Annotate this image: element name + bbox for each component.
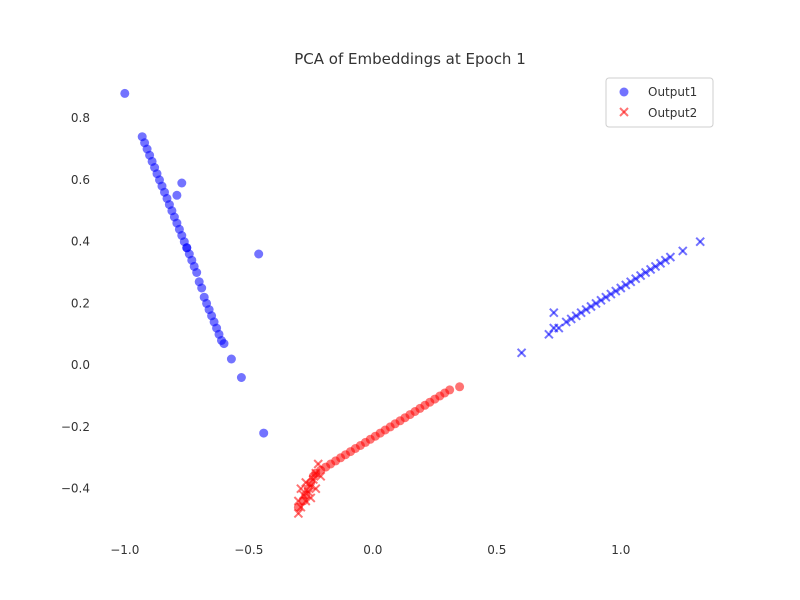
data-point-output1-0-0 — [120, 88, 130, 98]
y-tick-label: 0.4 — [71, 235, 90, 249]
data-point-output2-0-15 — [611, 286, 621, 296]
data-point-output1-0-37 — [182, 243, 192, 253]
data-point-output2-0-6 — [566, 314, 576, 324]
x-tick-label: −1.0 — [110, 543, 139, 557]
data-point-output2-0-23 — [650, 261, 661, 272]
data-point-output2-0-13 — [601, 292, 611, 302]
plot-area — [120, 88, 705, 519]
data-point-output2-0-17 — [621, 280, 631, 290]
data-point-output2-0-3 — [549, 307, 559, 318]
data-point-output2-1-0 — [293, 508, 304, 519]
legend-output1-marker — [619, 87, 629, 97]
y-tick-label: 0.8 — [71, 111, 90, 125]
y-tick-label: −0.2 — [61, 420, 90, 434]
data-point-output2-0-22 — [645, 264, 656, 275]
data-point-output2-1-14 — [315, 471, 326, 482]
data-point-output2-0-24 — [655, 258, 666, 269]
x-tick-label: 1.0 — [611, 543, 630, 557]
data-point-output2-0-7 — [571, 311, 581, 321]
y-axis-ticks: −0.4 −0.2 0.0 0.2 0.4 0.6 0.8 — [61, 111, 90, 496]
data-point-output2-1-10 — [303, 487, 314, 497]
data-point-output1-1-33 — [445, 385, 455, 395]
data-point-output2-0-10 — [586, 301, 596, 312]
data-point-output1-0-38 — [254, 249, 264, 259]
data-point-output2-1-5 — [301, 477, 311, 488]
data-point-output2-0-4 — [554, 323, 564, 333]
data-point-output2-1-3 — [298, 490, 309, 500]
x-tick-label: −0.5 — [234, 543, 263, 557]
legend-output1-label: Output1 — [648, 85, 697, 99]
data-point-output2-0-25 — [660, 255, 671, 265]
y-tick-label: 0.0 — [71, 358, 90, 372]
data-point-output2-0-14 — [606, 289, 616, 299]
x-tick-label: 0.0 — [363, 543, 382, 557]
data-point-output2-0-20 — [635, 270, 646, 281]
data-point-output2-1-12 — [306, 493, 316, 503]
legend-output2-marker — [619, 107, 629, 117]
y-tick-label: 0.6 — [71, 173, 90, 187]
data-point-output2-0-27 — [678, 246, 688, 256]
legend: Output1 Output2 — [605, 77, 714, 128]
data-point-output1-0-34 — [219, 339, 229, 349]
data-point-output1-0-39 — [226, 354, 236, 364]
data-point-output1-1-34 — [455, 382, 465, 392]
data-point-output2-0-5 — [561, 317, 571, 327]
data-point-output1-0-35 — [172, 190, 182, 200]
data-point-output1-0-40 — [236, 373, 246, 382]
data-point-output2-0-11 — [591, 298, 601, 309]
data-point-output2-0-8 — [576, 307, 586, 318]
y-tick-label: 0.2 — [71, 296, 90, 310]
data-point-output2-0-0 — [516, 348, 527, 358]
data-point-output2-1-13 — [311, 483, 321, 494]
data-point-output2-0-28 — [695, 236, 705, 247]
y-tick-label: −0.4 — [61, 482, 90, 496]
chart-title: PCA of Embeddings at Epoch 1 — [294, 50, 526, 68]
data-point-output2-0-21 — [640, 267, 651, 278]
data-point-output1-0-23 — [192, 268, 202, 277]
data-point-output2-1-7 — [308, 474, 319, 485]
data-point-output2-0-9 — [581, 304, 591, 315]
data-point-output2-0-19 — [630, 273, 641, 284]
data-point-output2-1-11 — [301, 496, 311, 506]
data-point-output2-1-6 — [306, 480, 316, 491]
data-point-output1-1-0 — [293, 502, 303, 512]
data-point-output1-0-41 — [259, 428, 269, 438]
x-axis-ticks: −1.0 −0.5 0.0 0.5 1.0 — [110, 543, 630, 557]
data-point-output2-1-8 — [311, 468, 321, 478]
data-point-output2-1-9 — [313, 459, 323, 469]
data-point-output2-0-18 — [625, 277, 636, 287]
data-point-output2-0-16 — [616, 283, 626, 293]
data-point-output2-0-26 — [665, 252, 676, 262]
x-tick-label: 0.5 — [487, 543, 506, 557]
legend-box — [605, 77, 714, 128]
legend-output2-label: Output2 — [648, 106, 697, 120]
data-point-output1-0-25 — [197, 283, 207, 293]
data-point-output1-0-36 — [177, 178, 187, 188]
data-point-output2-0-12 — [596, 295, 606, 306]
